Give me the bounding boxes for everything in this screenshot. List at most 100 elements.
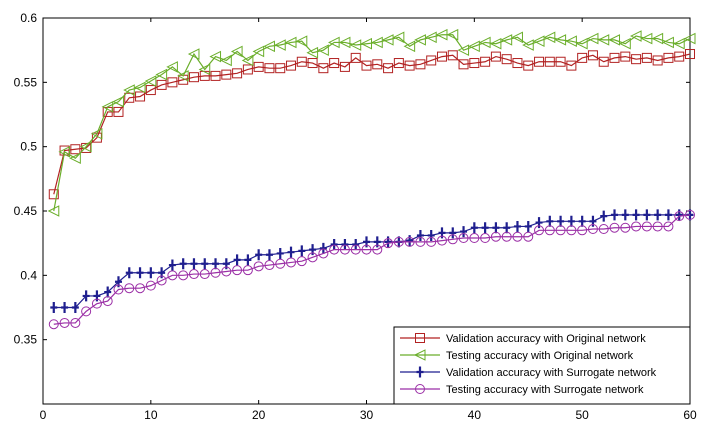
data-point [102,296,113,307]
series-2 [47,28,696,217]
y-tick-label: 0.6 [20,11,37,25]
data-point [469,58,480,69]
data-point [350,244,361,255]
data-point [244,254,252,266]
data-point [460,226,468,238]
x-tick-label: 20 [252,408,266,422]
data-point [415,384,425,394]
data-point [629,30,642,42]
data-point [426,236,437,247]
data-point [600,210,608,222]
data-point [101,100,114,113]
data-point [415,59,426,70]
data-point [480,233,491,244]
data-point [317,44,329,56]
data-point [534,56,545,67]
data-point [555,56,566,67]
data-point [641,221,652,232]
data-point [241,54,254,67]
data-point [166,61,178,73]
data-point [381,34,394,46]
data-point [403,40,416,53]
data-point [586,32,599,45]
data-point [620,222,631,233]
data-point [458,233,469,244]
legend-item: Validation accuracy with Original networ… [400,333,646,345]
data-point [489,37,502,50]
data-point [70,317,81,328]
data-point [413,349,426,361]
data-point [307,252,318,263]
data-point [674,211,685,222]
data-point [48,319,59,330]
legend-label: Testing accuracy with Surrogate network [446,384,644,396]
series-3 [50,209,694,313]
data-point [587,50,598,61]
axes: 0 10 20 30 40 50 60 0.35 0.4 0.45 0.5 0.55 0.6 [14,11,697,422]
legend-item: Validation accuracy with Surrogate netwo… [400,366,657,379]
data-point [404,236,415,247]
data-point [577,225,588,236]
data-point [392,31,405,44]
data-point [416,366,424,378]
data-point [361,60,372,71]
data-point [611,209,619,221]
data-point [329,244,340,255]
data-point [135,91,146,102]
data-point [522,39,534,51]
data-point [524,220,532,232]
data-point [447,50,458,61]
data-point [339,244,350,255]
data-point [598,224,609,235]
data-point [652,55,663,66]
data-point [554,34,567,46]
data-point [91,298,102,309]
data-point [415,236,426,247]
legend-label: Validation accuracy with Original networ… [446,333,646,345]
data-point [501,54,512,65]
data-point [242,265,253,276]
data-point [287,246,295,258]
data-point [663,52,674,63]
data-point [567,215,575,227]
data-point [177,70,189,82]
data-point [275,63,286,74]
data-point [144,75,157,87]
data-point [523,231,534,242]
data-point [135,283,146,294]
data-point [233,254,241,266]
data-point [113,106,124,117]
data-point [81,306,92,317]
data-point [232,68,243,79]
data-point [124,283,135,294]
data-point [446,28,459,41]
data-point [492,222,500,234]
data-point [643,209,651,221]
data-point [47,205,60,217]
data-point [468,40,480,53]
data-point [284,36,297,49]
data-point [512,58,523,69]
data-point [319,242,327,254]
data-point [469,233,480,244]
data-point [275,258,286,269]
data-point [631,221,642,232]
data-point [112,95,124,108]
data-point [90,127,103,140]
data-point [566,225,577,236]
data-point [212,258,220,270]
data-point [318,248,329,259]
data-point [664,209,672,221]
data-point [654,209,662,221]
data-point [296,256,307,267]
data-point [221,266,232,277]
legend-item: Testing accuracy with Original network [400,349,634,362]
data-point [167,270,178,281]
data-point [632,209,640,221]
data-point [436,235,447,246]
data-point [685,49,695,60]
data-point [58,146,71,158]
data-point [425,31,437,44]
data-point [416,229,424,241]
data-point [404,60,415,71]
